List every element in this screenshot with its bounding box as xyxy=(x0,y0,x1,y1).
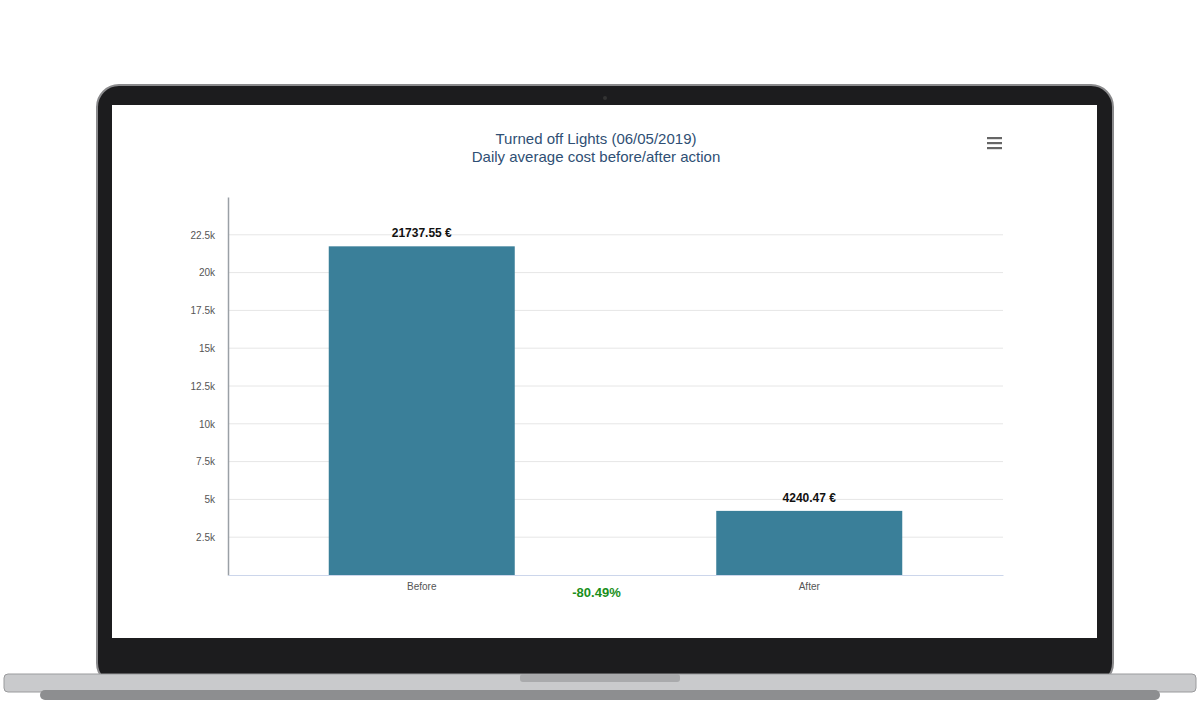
data-labels: 21737.55 € 4240.47 € xyxy=(392,226,837,505)
title: Turned off Lights (06/05/2019) xyxy=(496,130,697,147)
bezel-outer xyxy=(97,85,1113,685)
subtitle: Daily average cost before/after action xyxy=(472,148,720,165)
y-tick-label: 17.5k xyxy=(191,305,216,316)
y-tick-label: 22.5k xyxy=(191,230,216,241)
bar xyxy=(329,246,515,575)
y-tick-label: 20k xyxy=(199,267,216,278)
y-tick-label: 12.5k xyxy=(191,381,216,392)
bar xyxy=(716,511,902,575)
menu-line[interactable] xyxy=(987,137,1002,139)
base-bottom xyxy=(40,690,1160,700)
base xyxy=(4,674,1196,692)
laptop xyxy=(4,85,1196,700)
y-tick-label: 15k xyxy=(199,343,216,354)
y-axis: 2.5k 5k 7.5k 10k 12.5k 15k 17.5k 20k 22.5k xyxy=(191,198,229,576)
change-annotation: -80.49% xyxy=(572,585,621,600)
menu-line[interactable] xyxy=(987,142,1002,144)
canvas: Turned off Lights (06/05/2019)Daily aver… xyxy=(0,0,1200,710)
y-tick: 2.5k xyxy=(196,532,228,543)
y-tick: 7.5k xyxy=(196,456,228,467)
menu-icon[interactable] xyxy=(987,137,1002,149)
notch xyxy=(520,674,680,682)
data-label: 21737.55 € xyxy=(392,226,452,240)
y-tick: 20k xyxy=(199,267,228,278)
y-tick: 17.5k xyxy=(191,305,228,316)
screen xyxy=(112,105,1097,638)
y-tick: 15k xyxy=(199,343,228,354)
y-tick-label: 5k xyxy=(204,494,216,505)
y-tick: 12.5k xyxy=(191,381,228,392)
y-axis-line xyxy=(228,198,230,576)
x-tick: After xyxy=(799,575,821,592)
camera xyxy=(603,96,607,100)
y-tick-label: 10k xyxy=(199,419,216,430)
x-axis-line xyxy=(229,575,1004,576)
x-tick-label: Before xyxy=(407,581,437,592)
x-tick: Before xyxy=(407,575,437,592)
data-label: 4240.47 € xyxy=(783,491,837,505)
y-tick: 22.5k xyxy=(191,230,228,241)
x-tick-label: After xyxy=(799,581,821,592)
bars xyxy=(329,246,903,575)
y-tick: 5k xyxy=(204,494,228,505)
y-tick-label: 2.5k xyxy=(196,532,216,543)
menu-line[interactable] xyxy=(987,147,1002,149)
grid-line xyxy=(228,234,1003,235)
y-tick: 10k xyxy=(199,419,228,430)
y-tick-label: 7.5k xyxy=(196,456,216,467)
